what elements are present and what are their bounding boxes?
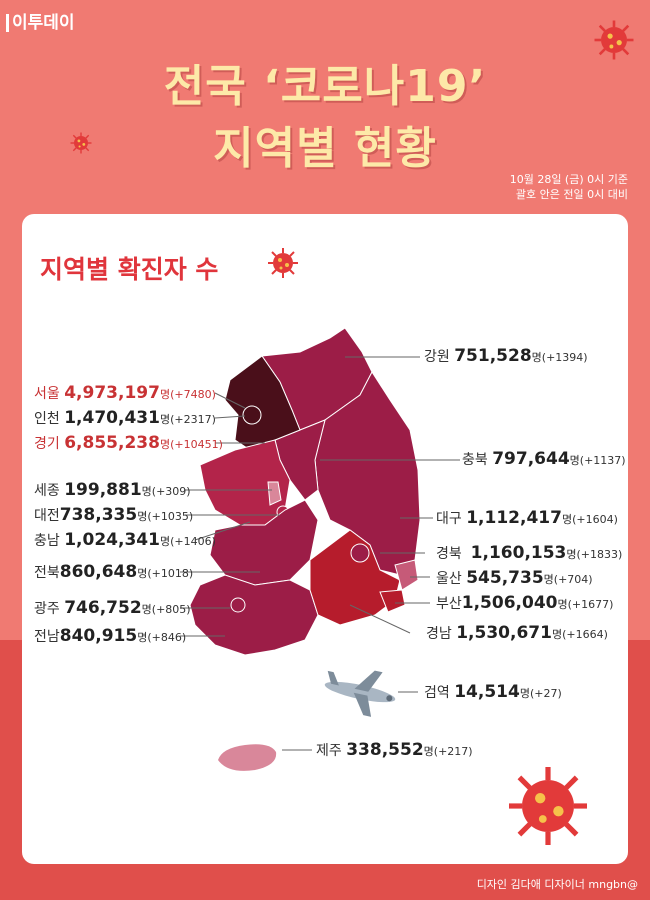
label-chungnam: 충남 1,024,341명(+1406) <box>34 530 216 550</box>
label-daegu: 대구 1,112,417명(+1604) <box>436 508 618 528</box>
label-jeonbuk: 전북860,648명(+1018) <box>34 562 194 582</box>
region-seoul <box>242 405 262 425</box>
date-note: 10월 28일 (금) 0시 기준 괄호 안은 전일 0시 대비 <box>510 172 628 202</box>
region-gwangju <box>230 597 246 613</box>
virus-icon <box>593 19 635 61</box>
label-seoul: 서울 4,973,197명(+7480) <box>34 383 216 403</box>
region-daegu <box>350 543 370 563</box>
date-line2: 괄호 안은 전일 0시 대비 <box>515 188 628 201</box>
label-gyeongbuk: 경북 1,160,153명(+1833) <box>436 543 623 563</box>
region-jeonnam <box>189 574 319 656</box>
page-title-line1: 전국 ‘코로나19’ <box>163 61 487 112</box>
content-card <box>22 214 628 864</box>
region-busan <box>379 589 406 613</box>
region-sejong <box>267 481 282 506</box>
label-gwangju: 광주 746,752명(+805) <box>34 598 191 618</box>
label-busan: 부산1,506,040명(+1677) <box>436 593 614 613</box>
virus-icon <box>509 767 587 845</box>
section-title: 지역별 확진자 수 <box>40 255 219 284</box>
date-line1: 10월 28일 (금) 0시 기준 <box>509 173 628 186</box>
label-gangwon: 강원 751,528명(+1394) <box>424 346 588 366</box>
korea-map <box>189 327 421 771</box>
region-jeju <box>218 744 277 771</box>
design-credit: 디자인 김다애 디자이너 mngbn@ <box>476 878 638 891</box>
label-daejeon: 대전738,335명(+1035) <box>34 505 194 525</box>
brand-logo: 이투데이 <box>6 8 75 33</box>
label-gyeonggi: 경기 6,855,238명(+10451) <box>34 433 223 453</box>
leader-lines <box>180 356 460 751</box>
virus-icon <box>69 131 93 155</box>
label-incheon: 인천 1,470,431명(+2317) <box>34 408 216 428</box>
label-ulsan: 울산 545,735명(+704) <box>436 568 593 588</box>
label-sejong: 세종 199,881명(+309) <box>34 480 191 500</box>
virus-icon <box>267 247 299 279</box>
region-ulsan <box>394 559 419 591</box>
label-quarantine: 검역 14,514명(+27) <box>424 682 562 702</box>
label-jeonnam: 전남840,915명(+846) <box>34 626 187 646</box>
label-chungbuk: 충북 797,644명(+1137) <box>462 449 626 469</box>
label-jeju: 제주 338,552명(+217) <box>316 740 473 760</box>
page-title-line2: 지역별 현황 <box>213 123 437 174</box>
airplane-icon <box>324 670 396 717</box>
label-gyeongnam: 경남 1,530,671명(+1664) <box>426 623 608 643</box>
